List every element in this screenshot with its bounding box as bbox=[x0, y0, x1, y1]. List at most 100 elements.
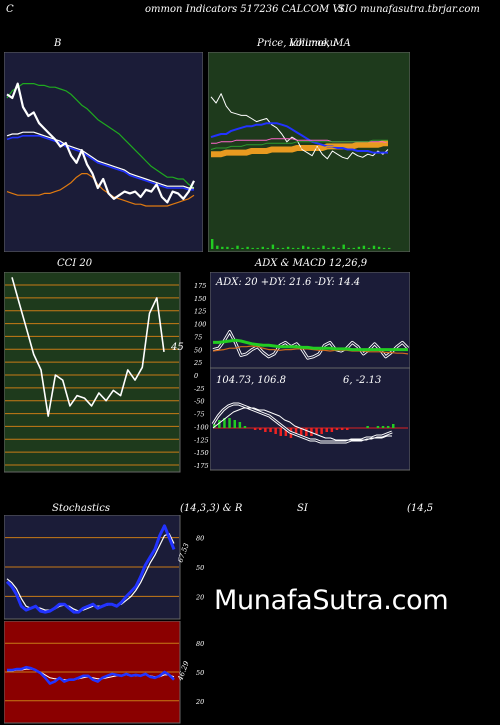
macd-histogram-bar bbox=[228, 418, 231, 428]
volume-bar bbox=[251, 247, 254, 249]
header-title: ommon Indicators 517236 CALCOM VI bbox=[145, 4, 344, 15]
price-ma_orange-line bbox=[211, 142, 388, 155]
stochastics-tick-label: 20 bbox=[195, 593, 204, 601]
volume-bar bbox=[266, 247, 269, 249]
volume-bar bbox=[211, 239, 214, 249]
cci-tick-label: 150 bbox=[194, 295, 206, 303]
cci-tick-label: 50 bbox=[194, 346, 202, 354]
volume-bar bbox=[322, 245, 325, 249]
volume-bar bbox=[291, 247, 295, 249]
macd-histogram-bar bbox=[243, 426, 247, 428]
volume-bar bbox=[226, 246, 229, 249]
macd-histogram-bar bbox=[346, 428, 349, 430]
bollinger-price-line bbox=[6, 82, 195, 204]
volume-bar bbox=[332, 246, 335, 249]
macd-histogram-bar bbox=[299, 428, 303, 436]
macd-histogram-bar bbox=[274, 428, 277, 434]
volume-bar bbox=[352, 247, 355, 249]
volume-bar bbox=[231, 247, 234, 249]
rsi-title: SI bbox=[297, 503, 308, 514]
price-ma-title: Price, Volume, MA bbox=[257, 38, 351, 49]
volume-bar bbox=[307, 246, 310, 249]
volume-bar bbox=[337, 247, 340, 249]
cci-tick-label: 100 bbox=[194, 321, 206, 329]
price-ma_blue-line bbox=[210, 122, 388, 154]
bollinger-lower-line bbox=[6, 172, 195, 207]
volume-bar bbox=[271, 244, 275, 249]
cci-tick-label: 0 bbox=[194, 372, 198, 380]
price-price-line bbox=[210, 93, 389, 160]
macd-histogram-bar bbox=[340, 428, 344, 430]
stochastics-k-line bbox=[5, 524, 176, 614]
macd-histogram-bar bbox=[325, 428, 328, 432]
macd-histogram-bar bbox=[315, 428, 318, 434]
adx-line bbox=[213, 338, 408, 352]
cci-tick-label: 25 bbox=[193, 359, 202, 367]
plus-dy-line bbox=[212, 330, 409, 359]
macd-histogram-bar bbox=[294, 428, 298, 436]
macd-histogram-bar bbox=[366, 426, 369, 428]
macd-histogram-bar bbox=[218, 420, 221, 428]
macd-histogram-bar bbox=[392, 424, 395, 428]
macd-histogram-bar bbox=[238, 422, 242, 428]
macd-histogram-bar bbox=[320, 428, 323, 434]
volume-bar bbox=[302, 245, 305, 249]
cci-line bbox=[11, 277, 165, 417]
header-left: C bbox=[6, 4, 14, 15]
signal-line bbox=[212, 407, 392, 441]
rsi-line bbox=[7, 665, 175, 685]
macd-label-left: 104.73, 106.8 bbox=[216, 375, 286, 386]
bollinger-title: B bbox=[54, 38, 62, 49]
stochastics-tick-label: 80 bbox=[196, 535, 204, 543]
price-ma-chart bbox=[208, 52, 410, 252]
cci-tick-label: -150 bbox=[194, 449, 209, 457]
bollinger-upper-line bbox=[6, 83, 195, 189]
volume-bar bbox=[276, 247, 280, 249]
volume-bar bbox=[342, 244, 345, 249]
volume-bar bbox=[286, 246, 290, 249]
macd-histogram-bar bbox=[305, 428, 308, 436]
cci-current-label: 45 bbox=[170, 342, 184, 353]
volume-bar bbox=[297, 247, 300, 249]
volume-bar bbox=[327, 247, 330, 249]
macd-label-right: 6, -2.13 bbox=[343, 375, 381, 386]
volume-bar bbox=[317, 247, 320, 249]
volume-bar bbox=[377, 246, 381, 249]
adx-label: ADX: 20 +DY: 21.6 -DY: 14.4 bbox=[215, 277, 360, 288]
volume-bar bbox=[388, 247, 391, 249]
volume-bar bbox=[256, 247, 259, 249]
bollinger-middle-line bbox=[6, 131, 194, 189]
cci-tick-label: -125 bbox=[194, 436, 209, 444]
volume-bar bbox=[367, 247, 371, 249]
macd-histogram-bar bbox=[381, 426, 385, 428]
header-site: SIO munafasutra.tbrjar.com bbox=[338, 4, 480, 15]
cci-title: CCI 20 bbox=[57, 258, 93, 269]
stochastics-title: Stochastics bbox=[52, 503, 110, 514]
macd-histogram-bar bbox=[269, 428, 272, 432]
bollinger-chart bbox=[4, 52, 203, 252]
macd-histogram-bar bbox=[335, 428, 339, 430]
cci-tick-label: -100 bbox=[194, 423, 209, 431]
macd-histogram-bar bbox=[386, 426, 390, 428]
macd-histogram-bar bbox=[279, 428, 282, 436]
volume-bar bbox=[241, 247, 244, 249]
cci-background bbox=[4, 272, 181, 473]
stochastics-tick-label: 50 bbox=[196, 564, 204, 572]
macd-histogram-bar bbox=[330, 428, 334, 432]
cci-chart: 175 150 125 100 75 50 25 0 -25 -50 -75 -100 -125 -150… bbox=[4, 272, 209, 473]
bollinger-middle2-line bbox=[6, 135, 194, 191]
adx-macd-chart: ADX: 20 +DY: 21.6 -DY: 14.4 104.73, 106.… bbox=[210, 272, 410, 471]
rsi-params: (14,5 bbox=[407, 503, 434, 514]
volume-bar bbox=[357, 246, 361, 249]
macd-histogram-bar bbox=[376, 426, 380, 428]
volume-bar bbox=[261, 246, 264, 249]
rsi-tick-label: 80 bbox=[196, 640, 204, 648]
volume-bar bbox=[312, 247, 315, 249]
macd-histogram-bar bbox=[259, 428, 262, 430]
volume-bar bbox=[216, 245, 219, 249]
volume-bar bbox=[236, 245, 239, 249]
macd-histogram-bar bbox=[284, 428, 288, 436]
stochastics-params: (14,3,3) & R bbox=[180, 503, 243, 514]
